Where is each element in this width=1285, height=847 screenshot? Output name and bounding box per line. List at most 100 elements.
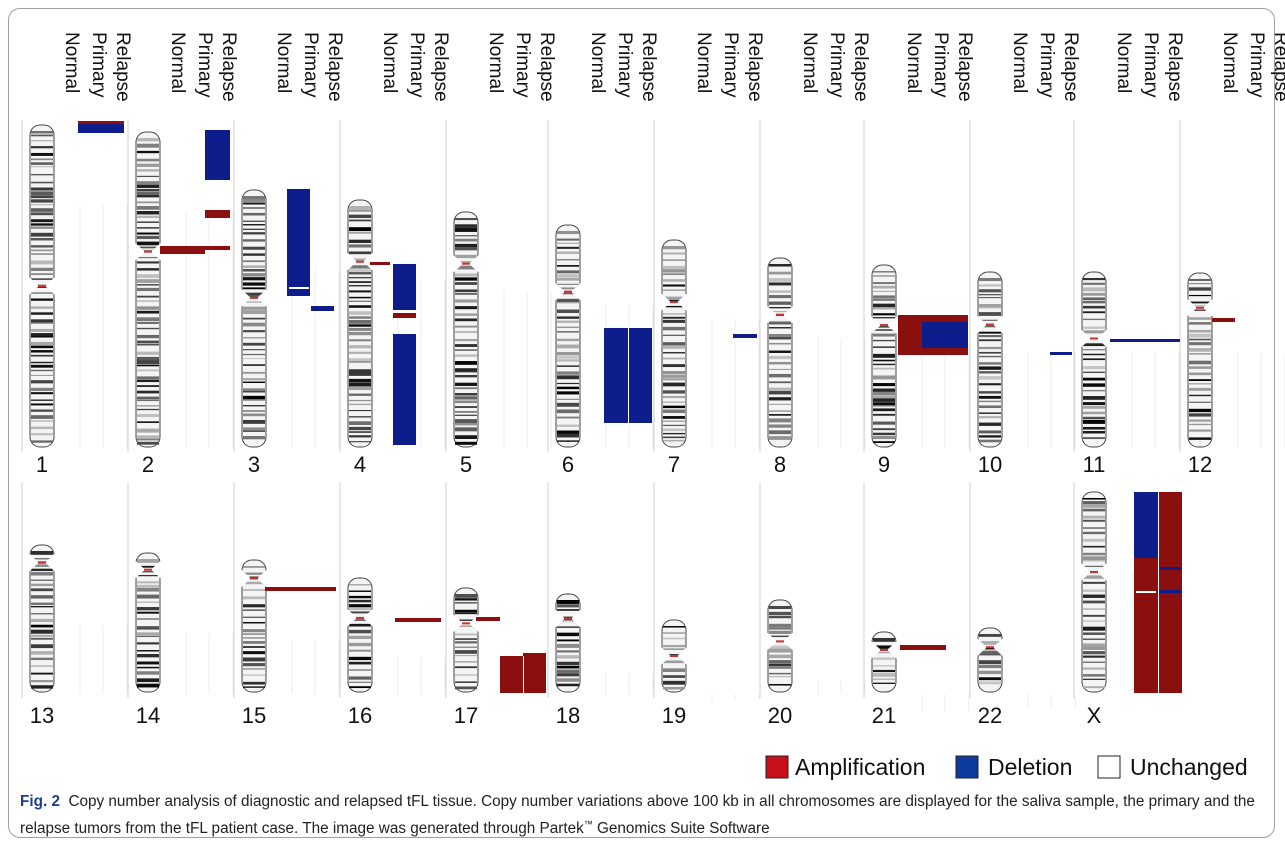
band bbox=[663, 416, 685, 419]
band bbox=[349, 311, 371, 315]
band bbox=[873, 346, 895, 348]
band bbox=[137, 428, 159, 433]
band bbox=[349, 618, 371, 621]
band bbox=[873, 299, 895, 301]
column-header: Primary bbox=[88, 32, 109, 98]
centromere-gap bbox=[871, 641, 897, 659]
chromosome bbox=[767, 599, 793, 693]
band bbox=[31, 146, 53, 149]
band bbox=[557, 632, 579, 637]
band bbox=[769, 295, 791, 299]
band bbox=[243, 686, 265, 688]
band bbox=[137, 210, 159, 215]
chromosome bbox=[29, 544, 55, 693]
band bbox=[979, 362, 1001, 365]
band bbox=[1083, 552, 1105, 556]
chromosome-label: 17 bbox=[454, 703, 478, 728]
band bbox=[137, 321, 159, 325]
band bbox=[455, 238, 477, 242]
band bbox=[31, 637, 53, 640]
band bbox=[137, 279, 159, 283]
band bbox=[1189, 348, 1211, 352]
band bbox=[557, 298, 579, 303]
band bbox=[137, 344, 159, 346]
band bbox=[1083, 311, 1105, 314]
centromere bbox=[776, 313, 784, 316]
band bbox=[455, 318, 477, 322]
band bbox=[1083, 498, 1105, 500]
band bbox=[979, 376, 1001, 380]
chromosome bbox=[977, 627, 1003, 693]
band bbox=[243, 637, 265, 639]
band bbox=[557, 320, 579, 323]
band bbox=[1189, 294, 1211, 297]
centromere bbox=[1090, 337, 1098, 340]
band bbox=[243, 378, 265, 381]
band bbox=[1083, 343, 1105, 347]
band bbox=[455, 247, 477, 251]
band bbox=[557, 302, 579, 304]
centromere bbox=[986, 646, 994, 649]
band bbox=[979, 383, 1001, 386]
band bbox=[1083, 371, 1105, 373]
band bbox=[455, 313, 477, 316]
band bbox=[1189, 287, 1211, 291]
band bbox=[663, 428, 685, 432]
column-header: Normal bbox=[799, 32, 820, 93]
band bbox=[31, 606, 53, 608]
band bbox=[137, 192, 159, 196]
centromere-gap bbox=[555, 609, 581, 628]
chromosome bbox=[555, 593, 581, 693]
chromosome-body bbox=[555, 593, 581, 693]
band bbox=[769, 654, 791, 659]
band bbox=[663, 357, 685, 360]
band bbox=[137, 650, 159, 652]
band bbox=[243, 239, 265, 242]
band bbox=[243, 651, 265, 655]
band bbox=[137, 351, 159, 355]
band bbox=[1083, 402, 1105, 405]
band bbox=[137, 175, 159, 177]
chromosome bbox=[29, 124, 55, 448]
band bbox=[137, 607, 159, 611]
band bbox=[31, 380, 53, 384]
band bbox=[31, 657, 53, 661]
band bbox=[1083, 565, 1105, 567]
band bbox=[769, 373, 791, 378]
band bbox=[137, 618, 159, 620]
chromosome-label: 4 bbox=[354, 452, 366, 477]
band bbox=[31, 644, 53, 649]
column-header: Normal bbox=[485, 32, 506, 93]
chromosome-label: 21 bbox=[872, 703, 896, 728]
band bbox=[1083, 581, 1105, 584]
band bbox=[31, 588, 53, 592]
band bbox=[349, 431, 371, 433]
band bbox=[137, 257, 159, 259]
band bbox=[243, 430, 265, 432]
band bbox=[137, 376, 159, 380]
chromosome bbox=[661, 239, 687, 448]
band bbox=[557, 673, 579, 677]
band bbox=[455, 228, 477, 232]
band bbox=[31, 162, 53, 165]
band bbox=[1083, 531, 1105, 535]
band bbox=[1189, 366, 1211, 369]
band bbox=[663, 420, 685, 422]
chromosome-label: 18 bbox=[556, 703, 580, 728]
band bbox=[1189, 353, 1211, 355]
caption: Fig. 2 Copy number analysis of diagnosti… bbox=[20, 790, 1270, 840]
legend-label: Deletion bbox=[988, 754, 1072, 780]
centromere bbox=[250, 296, 258, 299]
chromosome bbox=[453, 211, 479, 448]
band bbox=[557, 351, 579, 356]
column-header: Normal bbox=[379, 32, 400, 93]
centromere-gap bbox=[1081, 563, 1107, 581]
band bbox=[557, 365, 579, 367]
band bbox=[1189, 383, 1211, 385]
band bbox=[455, 661, 477, 663]
band bbox=[769, 410, 791, 412]
band bbox=[137, 435, 159, 439]
band bbox=[557, 402, 579, 407]
band bbox=[243, 566, 265, 568]
band bbox=[557, 309, 579, 313]
